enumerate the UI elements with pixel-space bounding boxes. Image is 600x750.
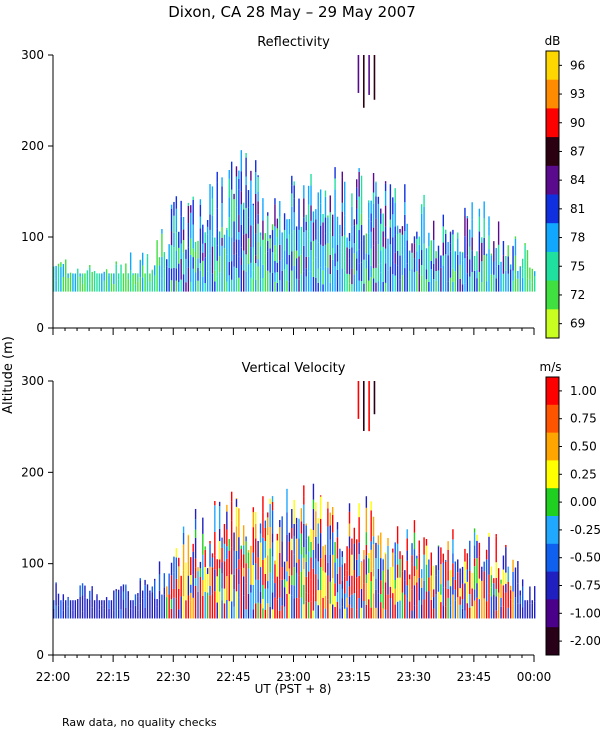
colorbar-tick-label: 0.75 <box>570 412 597 426</box>
colorbar-tick-label: 90 <box>570 116 585 130</box>
colorbar-segment <box>546 460 559 489</box>
elevated-echo <box>357 55 360 93</box>
colorbar-segment <box>546 404 559 433</box>
colorbar-tick-label: 78 <box>570 231 585 245</box>
echo-field <box>53 381 536 619</box>
colorbar-units: dB <box>545 34 561 48</box>
colorbar-units: m/s <box>540 360 562 374</box>
colorbar-segment <box>546 194 559 224</box>
figure-title: Dixon, CA 28 May – 29 May 2007 <box>168 3 416 21</box>
colorbar-segment <box>546 309 559 339</box>
colorbar-tick-label: -1.00 <box>570 606 600 620</box>
elevated-echo <box>368 381 370 432</box>
colorbar-tick-label: -2.00 <box>570 634 600 648</box>
x-tick-label: 23:15 <box>336 670 371 684</box>
colorbar-segment <box>546 599 559 628</box>
colorbar-tick-label: 93 <box>570 87 585 101</box>
y-tick-label: 200 <box>21 139 44 153</box>
x-tick-label: 00:00 <box>517 670 552 684</box>
elevated-echo <box>357 381 360 419</box>
panel-title: Reflectivity <box>257 35 330 50</box>
colorbar: 96 93 90 87 84 81 78 75 72 69 dB <box>545 34 585 339</box>
colorbar-tick-label: 96 <box>570 58 585 72</box>
colorbar-segment <box>546 516 559 545</box>
colorbar-segment <box>546 543 559 572</box>
colorbar-tick-label: 1.00 <box>570 384 597 398</box>
colorbar-tick-label: 84 <box>570 173 585 187</box>
echo-field <box>53 55 536 292</box>
panel-reflectivity: Reflectivity 0 100 200 300 96 93 90 87 84 81 78 75 72… <box>21 34 585 339</box>
panel-vertical-velocity: Vertical Velocity 0 100 200 300 22:00 22:15 22:… <box>21 360 600 684</box>
x-axis-label: UT (PST + 8) <box>255 682 332 696</box>
footnote: Raw data, no quality checks <box>62 716 217 729</box>
y-tick-label: 300 <box>21 374 44 388</box>
colorbar-tick-label: 72 <box>570 288 585 302</box>
elevated-echo <box>373 381 376 415</box>
colorbar-tick-label: 81 <box>570 202 585 216</box>
colorbar-segment <box>546 377 559 406</box>
colorbar-segment <box>546 251 559 281</box>
colorbar-segment <box>546 571 559 600</box>
y-axis-label: Altitude (m) <box>1 336 16 414</box>
elevated-echo <box>373 55 376 100</box>
colorbar-tick-label: -0.25 <box>570 523 600 537</box>
panels: Reflectivity 0 100 200 300 96 93 90 87 84 81 78 75 72… <box>21 34 600 684</box>
colorbar-segment <box>546 488 559 517</box>
y-tick-label: 100 <box>21 230 44 244</box>
colorbar-segment <box>546 137 559 167</box>
colorbar-tick-label: 69 <box>570 317 585 331</box>
colorbar: 1.00 0.75 0.50 0.25 0.00 -0.25 -0.50 -0.75 -1.00… <box>540 360 600 656</box>
colorbar-tick-label: -0.75 <box>570 579 600 593</box>
elevated-echo <box>368 55 370 95</box>
y-tick-label: 200 <box>21 465 44 479</box>
x-tick-label: 22:45 <box>216 670 251 684</box>
colorbar-frame <box>545 376 560 656</box>
colorbar-tick-label: 0.00 <box>570 495 597 509</box>
panel-title: Vertical Velocity <box>242 361 346 376</box>
colorbar-segment <box>546 79 559 109</box>
colorbar-segment <box>546 51 559 81</box>
colorbar-frame <box>545 50 560 339</box>
colorbar-segment <box>546 165 559 195</box>
colorbar-tick-label: 0.50 <box>570 440 597 454</box>
y-tick-label: 100 <box>21 557 44 571</box>
y-tick-label: 0 <box>36 648 44 662</box>
colorbar-segment <box>546 108 559 138</box>
colorbar-segment <box>546 280 559 310</box>
x-tick-label: 22:15 <box>96 670 131 684</box>
x-tick-label: 23:00 <box>276 670 311 684</box>
x-tick-label: 22:00 <box>36 670 71 684</box>
colorbar-segment <box>546 432 559 461</box>
x-tick-label: 23:45 <box>457 670 492 684</box>
elevated-echo <box>362 381 365 431</box>
colorbar-tick-label: -0.50 <box>570 551 600 565</box>
y-tick-label: 300 <box>21 48 44 62</box>
colorbar-tick-label: 87 <box>570 144 585 158</box>
x-tick-label: 23:30 <box>396 670 431 684</box>
colorbar-tick-label: 75 <box>570 259 585 273</box>
colorbar-segment <box>546 223 559 253</box>
y-tick-label: 0 <box>36 321 44 335</box>
colorbar-segment <box>546 627 559 656</box>
elevated-echo <box>362 55 365 108</box>
x-tick-label: 22:30 <box>156 670 191 684</box>
colorbar-tick-label: 0.25 <box>570 467 597 481</box>
